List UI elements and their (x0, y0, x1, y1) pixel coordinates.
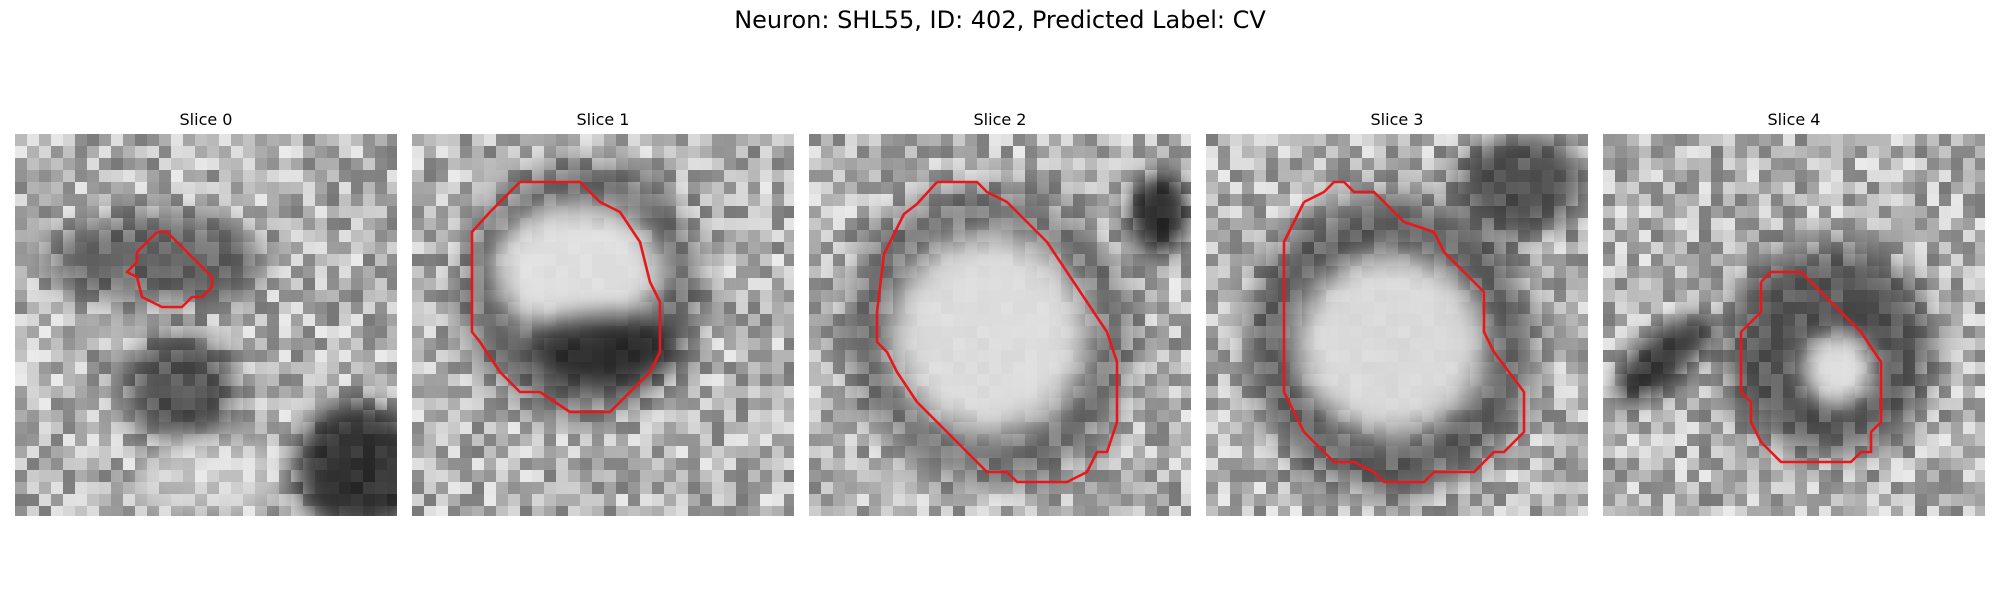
slice-contour-0 (125, 230, 214, 309)
figure-title: Neuron: SHL55, ID: 402, Predicted Label:… (734, 6, 1266, 34)
slice-title-4: Slice 4 (1767, 110, 1821, 129)
bright-core (492, 204, 662, 334)
dark-region (45, 214, 265, 304)
slice-contour-1 (470, 180, 662, 414)
slice-image-1 (412, 134, 794, 516)
slice-panel-1: Slice 1 (412, 108, 794, 516)
slice-panel-2: Slice 2 (809, 108, 1191, 516)
slice-contour-4 (1739, 270, 1883, 464)
slice-title-0: Slice 0 (179, 110, 233, 129)
bright-core (1803, 334, 1873, 404)
slice-image-0 (15, 134, 397, 516)
slice-image-2 (809, 134, 1191, 516)
slice-contour-2 (875, 180, 1119, 484)
slice-title-3: Slice 3 (1370, 110, 1424, 129)
slice-title-2: Slice 2 (973, 110, 1027, 129)
bright-core (1296, 254, 1486, 434)
slice-contour-3 (1282, 180, 1526, 484)
slice-panel-0: Slice 0 (15, 108, 397, 516)
slice-image-4 (1603, 134, 1985, 516)
dark-region (125, 334, 235, 444)
dark-region (1129, 174, 1189, 254)
light-region (135, 434, 285, 514)
slice-image-3 (1206, 134, 1588, 516)
dark-region (1456, 134, 1586, 234)
slice-panel-3: Slice 3 (1206, 108, 1588, 516)
slice-panel-4: Slice 4 (1603, 108, 1985, 516)
slice-title-1: Slice 1 (576, 110, 630, 129)
